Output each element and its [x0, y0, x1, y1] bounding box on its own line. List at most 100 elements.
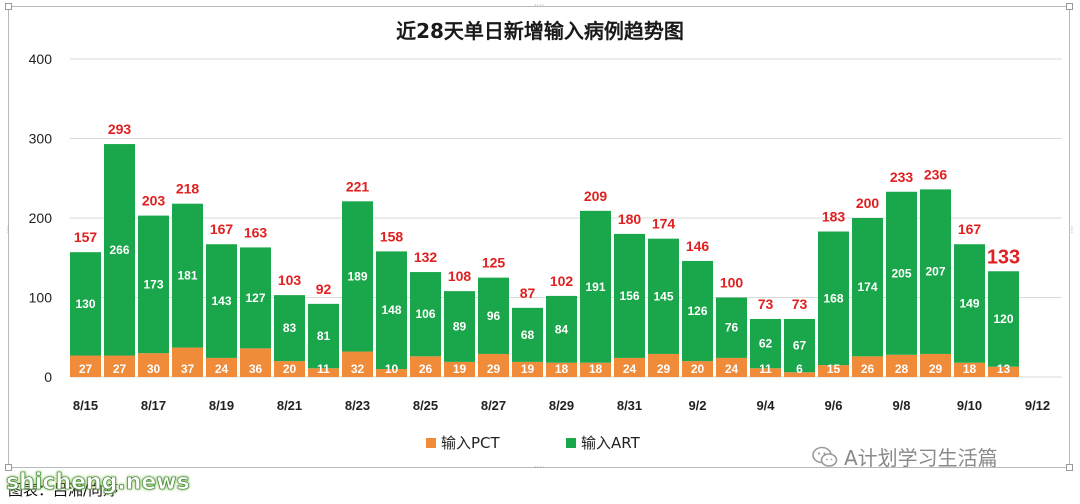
art-value-label: 83 [283, 321, 297, 335]
art-value-label: 67 [793, 339, 807, 353]
bar-pct [920, 353, 951, 377]
x-tick-label: 9/2 [688, 398, 706, 413]
art-value-label: 81 [317, 329, 331, 343]
total-value-label: 293 [108, 121, 132, 137]
total-value-label: 174 [652, 216, 676, 232]
total-value-label: 103 [278, 272, 302, 288]
resize-handle-top-right[interactable] [1066, 3, 1073, 10]
bar-pct [70, 355, 101, 377]
art-value-label: 68 [521, 328, 535, 342]
bar-pct [682, 361, 713, 377]
x-tick-label: 9/12 [1025, 398, 1050, 413]
art-value-label: 173 [143, 277, 163, 291]
total-value-label: 133 [987, 246, 1020, 268]
bar-pct [240, 348, 271, 377]
bar-art [308, 303, 339, 369]
total-value-label: 221 [346, 178, 370, 194]
resize-handle-bottom-left[interactable] [5, 464, 12, 471]
resize-grip-left[interactable]: ⋮ [4, 225, 12, 234]
bar-pct [410, 356, 441, 377]
y-tick-label: 0 [44, 369, 52, 385]
bar-art [716, 297, 747, 358]
bar-pct [172, 347, 203, 377]
brand-watermark: A计划学习生活篇 [812, 442, 998, 471]
site-watermark: shicheng.news [6, 470, 190, 496]
bar-art [138, 215, 169, 354]
bar-art [886, 191, 917, 355]
x-tick-label: 8/29 [549, 398, 574, 413]
bar-art [852, 218, 883, 357]
pct-value-label: 19 [453, 362, 467, 376]
art-value-label: 126 [687, 304, 707, 318]
pct-value-label: 29 [487, 362, 501, 376]
total-value-label: 73 [792, 296, 808, 312]
pct-value-label: 26 [419, 362, 433, 376]
art-value-label: 130 [75, 297, 95, 311]
total-value-label: 108 [448, 268, 472, 284]
x-tick-label: 8/23 [345, 398, 370, 413]
pct-value-label: 20 [283, 362, 297, 376]
pct-value-label: 28 [895, 362, 909, 376]
bar-art [920, 189, 951, 354]
resize-handle-bottom-right[interactable] [1066, 464, 1073, 471]
chart-caption: 图表：吕湘/向婷 [8, 481, 119, 499]
total-value-label: 100 [720, 275, 744, 291]
bar-art [70, 252, 101, 356]
resize-grip-bottom[interactable]: ···· [534, 463, 545, 472]
bar-pct [308, 368, 339, 377]
pct-value-label: 18 [963, 362, 977, 376]
total-value-label: 209 [584, 188, 608, 204]
bar-pct [580, 362, 611, 377]
x-tick-label: 9/4 [756, 398, 775, 413]
bar-pct [852, 356, 883, 377]
x-tick-label: 8/25 [413, 398, 438, 413]
bar-pct [206, 357, 237, 377]
art-value-label: 148 [381, 303, 401, 317]
x-tick-label: 8/15 [73, 398, 98, 413]
legend-label: 输入ART [581, 434, 641, 452]
bar-pct [716, 357, 747, 377]
resize-grip-right[interactable]: ⋮ [1068, 225, 1076, 234]
art-value-label: 266 [109, 243, 129, 257]
bar-pct [104, 355, 135, 377]
bar-pct [988, 366, 1019, 377]
bar-art [682, 260, 713, 362]
bar-art [478, 277, 509, 354]
pct-value-label: 6 [796, 362, 803, 376]
x-tick-label: 9/6 [824, 398, 842, 413]
art-value-label: 168 [823, 291, 843, 305]
total-value-label: 125 [482, 255, 506, 271]
pct-value-label: 27 [113, 362, 127, 376]
pct-value-label: 24 [725, 362, 739, 376]
bar-pct [784, 372, 815, 377]
pct-value-label: 27 [79, 362, 93, 376]
art-value-label: 149 [959, 296, 979, 310]
x-tick-label: 9/8 [892, 398, 910, 413]
bar-art [274, 295, 305, 362]
art-value-label: 89 [453, 320, 467, 334]
bar-pct [648, 353, 679, 377]
bar-pct [886, 354, 917, 377]
pct-value-label: 19 [521, 362, 535, 376]
y-tick-label: 100 [29, 290, 53, 306]
resize-grip-top[interactable]: ···· [534, 1, 545, 10]
total-value-label: 157 [74, 229, 98, 245]
bar-art [546, 295, 577, 363]
pct-value-label: 36 [249, 362, 263, 376]
pct-value-label: 37 [181, 362, 195, 376]
art-value-label: 96 [487, 309, 501, 323]
art-value-label: 191 [585, 280, 605, 294]
pct-value-label: 15 [827, 362, 841, 376]
total-value-label: 92 [316, 281, 332, 297]
x-tick-label: 9/10 [957, 398, 982, 413]
x-tick-label: 8/31 [617, 398, 642, 413]
total-value-label: 183 [822, 209, 846, 225]
bar-art [784, 318, 815, 373]
bar-art [206, 244, 237, 358]
resize-handle-top-left[interactable] [5, 3, 12, 10]
x-axis-ticks: 8/15 8/17 8/19 8/21 8/23 8/25 8/27 8/29 8/31 9/2 9… [73, 398, 1050, 413]
bar-art [512, 307, 543, 362]
art-value-label: 189 [347, 269, 367, 283]
bar-art [648, 238, 679, 354]
bars: 2713015727266293301732033718121824143167… [70, 121, 1020, 377]
